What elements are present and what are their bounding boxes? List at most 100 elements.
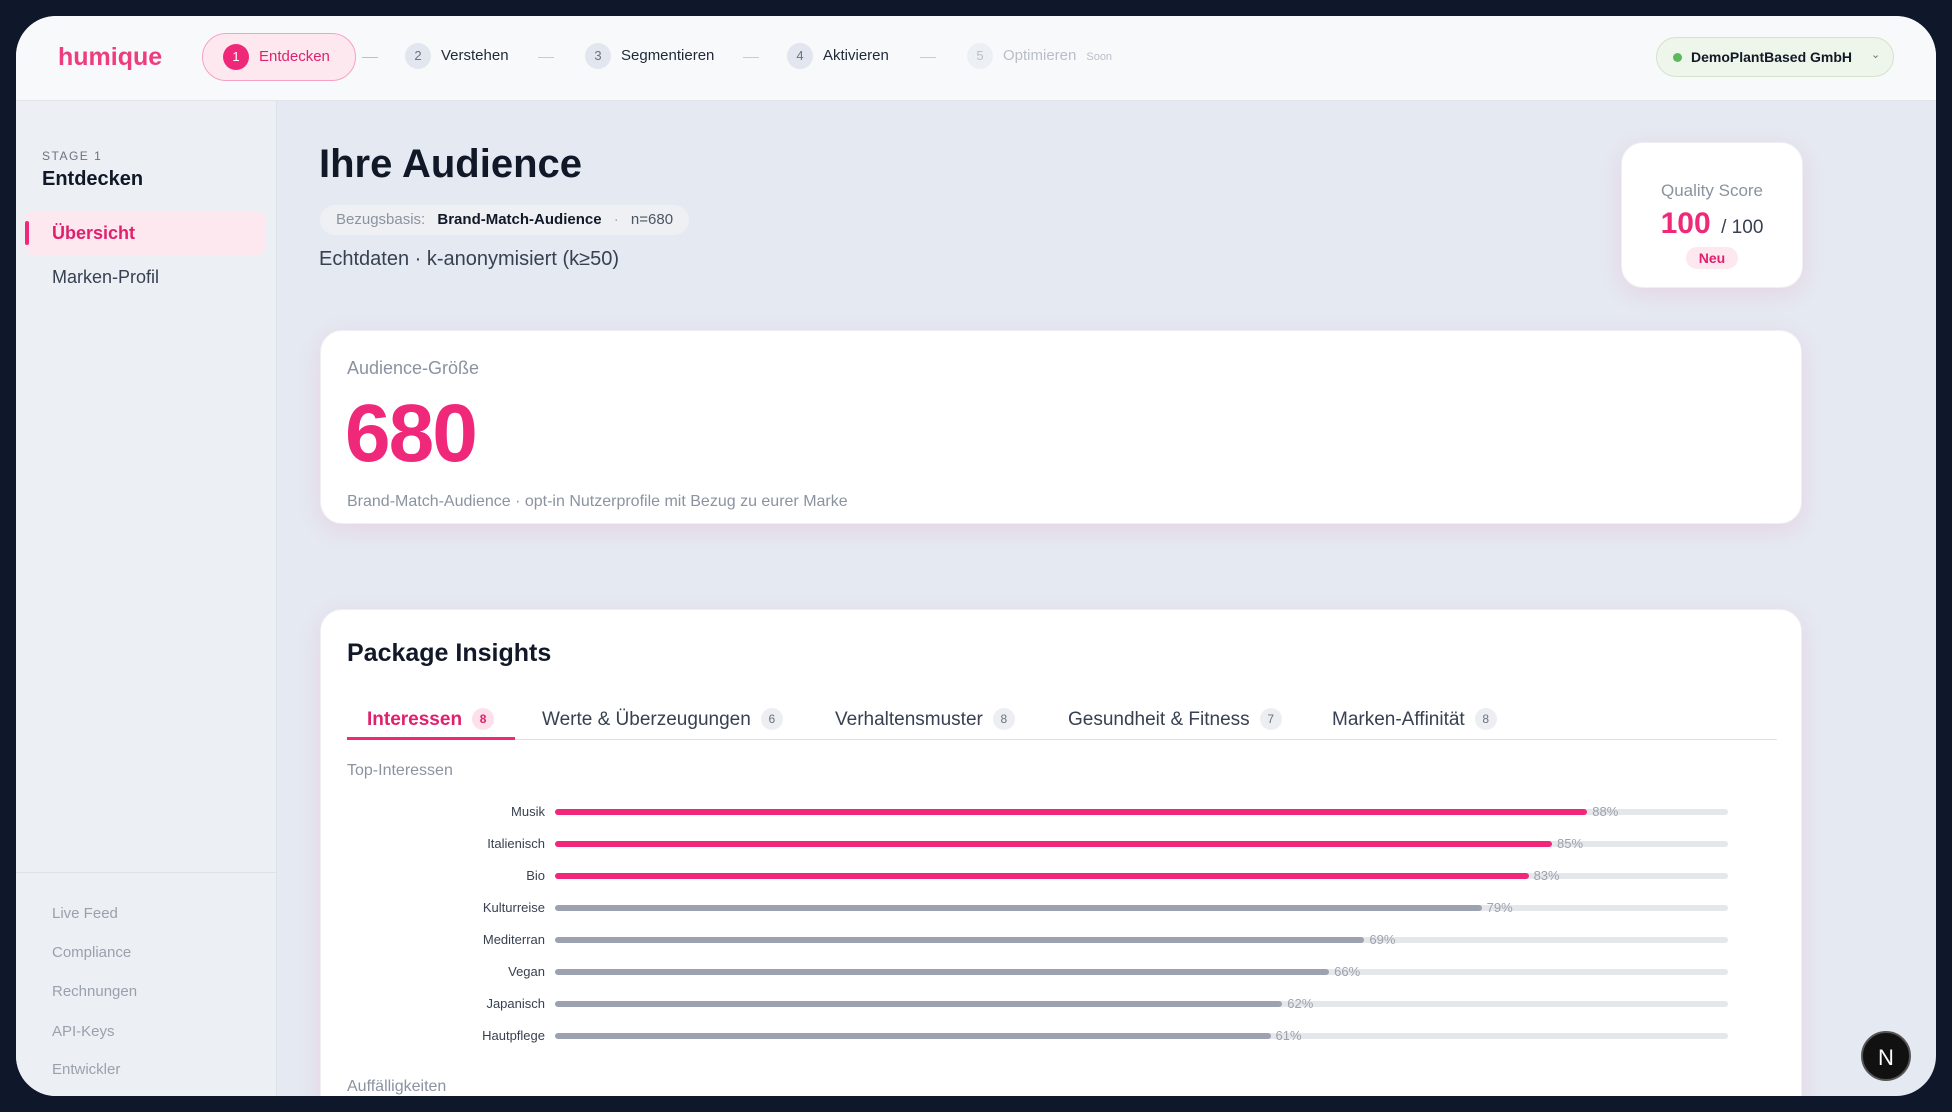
sample-size: n=680: [630, 211, 674, 228]
bar: [555, 809, 1588, 815]
bar-label: Bio: [526, 868, 545, 883]
stage-label: STAGE 1: [42, 149, 103, 163]
tab-label: Werte & Überzeugungen: [542, 709, 751, 730]
tab[interactable]: Werte & Überzeugungen 6: [542, 708, 783, 731]
value-label: 61%: [1275, 1028, 1302, 1043]
step-label: Aktivieren: [823, 47, 889, 64]
insights-card: [320, 609, 1802, 1096]
bar-label: Italienisch: [487, 836, 545, 851]
step-active[interactable]: 1 Entdecken: [202, 33, 356, 81]
tab-count: 8: [1474, 708, 1497, 730]
step-number: 1: [223, 44, 249, 70]
step-label: Segmentieren: [621, 47, 715, 64]
quality-score: 100: [1660, 207, 1711, 240]
bar-label: Mediterran: [482, 932, 545, 947]
divider: [16, 872, 276, 873]
footer-link[interactable]: Entwickler: [52, 1061, 121, 1078]
step-label: Verstehen: [441, 47, 509, 64]
step[interactable]: 2 Verstehen: [405, 43, 509, 69]
basis-value: Brand-Match-Audience: [437, 211, 602, 228]
quality-value: 100 / 100: [1622, 207, 1802, 241]
active-indicator: [25, 221, 29, 245]
step-label: Optimieren: [1003, 47, 1077, 64]
step-disabled: 5 Optimieren Soon: [967, 43, 1112, 70]
logo[interactable]: humique: [58, 43, 163, 71]
tab-label: Verhaltensmuster: [835, 709, 983, 730]
account-switcher[interactable]: DemoPlantBased GmbH ⌄: [1656, 37, 1894, 77]
tab-label: Marken-Affinität: [1332, 709, 1465, 730]
bar: [555, 1001, 1283, 1007]
quality-badge: Neu: [1686, 247, 1738, 269]
tab-label: Gesundheit & Fitness: [1068, 709, 1250, 730]
subtitle: Echtdaten · k-anonymisiert (k≥50): [319, 248, 619, 270]
audience-size: 680: [345, 388, 478, 479]
value-label: 85%: [1557, 836, 1584, 851]
page-title: Ihre Audience: [319, 142, 583, 186]
screen: humique 1 Entdecken 2 Verstehen 3 Segmenti…: [16, 16, 1936, 1096]
tab-count: 7: [1259, 708, 1282, 730]
step-separator: [920, 57, 936, 58]
tab[interactable]: Verhaltensmuster 8: [835, 708, 1015, 731]
step-label: Entdecken: [259, 48, 330, 65]
step-number: 3: [585, 43, 611, 69]
tab[interactable]: Marken-Affinität 8: [1332, 708, 1497, 731]
basis-pill: Bezugsbasis: Brand-Match-Audience · n=68…: [320, 205, 690, 235]
stage-title: Entdecken: [42, 168, 144, 190]
bar: [555, 841, 1553, 847]
chevron: ⌄: [1871, 49, 1881, 61]
value-label: 83%: [1533, 868, 1560, 883]
footer-link[interactable]: Compliance: [52, 944, 132, 961]
bar-label: Japanisch: [486, 996, 545, 1011]
step-number: 4: [787, 43, 813, 69]
top-nav: humique 1 Entdecken 2 Verstehen 3 Segmenti…: [16, 16, 1936, 101]
tab-count: 8: [992, 708, 1015, 730]
bar-label: Vegan: [508, 964, 545, 979]
tab-divider: [347, 739, 1777, 740]
step-separator: [362, 57, 378, 58]
tab-underline: [347, 737, 515, 740]
tab-active[interactable]: Interessen 8: [367, 708, 495, 731]
bar: [555, 1033, 1271, 1039]
footer-link[interactable]: Rechnungen: [52, 983, 138, 1000]
bar: [555, 937, 1365, 943]
tab[interactable]: Gesundheit & Fitness 7: [1068, 708, 1282, 731]
value-label: 62%: [1287, 996, 1314, 1011]
nav-item-label: Übersicht: [52, 223, 136, 243]
bar: [555, 905, 1482, 911]
step-number: 2: [405, 43, 431, 69]
step-separator: [538, 57, 554, 58]
tab-count: 8: [472, 708, 495, 730]
nav-item-active[interactable]: Übersicht: [25, 211, 265, 255]
audience-note: Brand-Match-Audience · opt-in Nutzerprof…: [347, 493, 848, 510]
quality-max: / 100: [1721, 217, 1764, 238]
bar: [555, 969, 1330, 975]
tab-count: 6: [760, 708, 783, 730]
dev-badge[interactable]: N: [1861, 1031, 1911, 1081]
section-title: Auffälligkeiten: [347, 1078, 447, 1095]
footer-link[interactable]: API-Keys: [52, 1023, 115, 1040]
bar-label: Hautpflege: [482, 1028, 545, 1043]
nav-item[interactable]: Marken-Profil: [52, 267, 160, 287]
soon-badge: Soon: [1086, 51, 1113, 63]
audience-label: Audience-Größe: [347, 358, 480, 378]
value-label: 69%: [1369, 932, 1396, 947]
audience-card: Audience-Größe 680 Brand-Match-Audience …: [320, 330, 1802, 524]
bar-label: Musik: [511, 804, 545, 819]
value-label: 66%: [1334, 964, 1361, 979]
step[interactable]: 3 Segmentieren: [585, 43, 714, 69]
status-dot: [1673, 53, 1682, 62]
step[interactable]: 4 Aktivieren: [787, 43, 889, 69]
basis-label: Bezugsbasis:: [336, 211, 426, 228]
value-label: 88%: [1592, 804, 1619, 819]
footer-link[interactable]: Live Feed: [52, 905, 118, 922]
tab-label: Interessen: [367, 709, 463, 730]
chart-title: Top-Interessen: [347, 762, 453, 779]
sidebar: STAGE 1 Entdecken Übersicht Marken-Profi…: [16, 101, 277, 1096]
insights-title: Package Insights: [347, 639, 552, 667]
account-name: DemoPlantBased GmbH: [1691, 49, 1853, 65]
bar-label: Kulturreise: [482, 900, 545, 915]
quality-label: Quality Score: [1660, 181, 1764, 200]
quality-card: Quality Score 100 / 100 Neu: [1621, 142, 1803, 288]
step-separator: [743, 57, 759, 58]
